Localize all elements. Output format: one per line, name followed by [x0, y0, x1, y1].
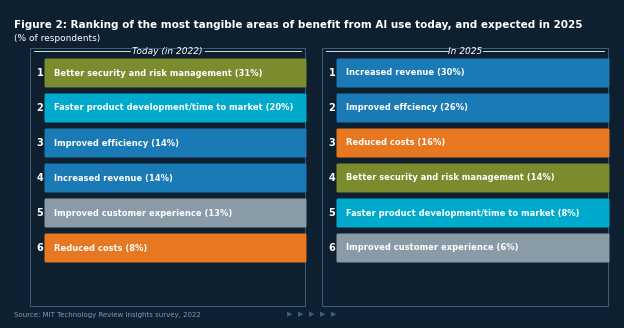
Text: 5: 5 — [329, 208, 335, 218]
Text: (% of respondents): (% of respondents) — [14, 34, 100, 43]
Text: In 2025: In 2025 — [448, 47, 482, 55]
Bar — [30, 48, 305, 306]
FancyBboxPatch shape — [336, 129, 610, 157]
Text: Better security and risk management (31%): Better security and risk management (31%… — [54, 69, 263, 77]
Text: Today (in 2022): Today (in 2022) — [132, 47, 203, 55]
Text: Faster product development/time to market (8%): Faster product development/time to marke… — [346, 209, 580, 217]
Text: 2: 2 — [37, 103, 44, 113]
Text: Improved effciency (26%): Improved effciency (26%) — [346, 104, 468, 113]
Text: Figure 2: Ranking of the most tangible areas of benefit from AI use today, and e: Figure 2: Ranking of the most tangible a… — [14, 20, 582, 30]
Bar — [322, 48, 608, 306]
Text: Improved customer experience (13%): Improved customer experience (13%) — [54, 209, 232, 217]
Text: Reduced costs (8%): Reduced costs (8%) — [54, 243, 147, 253]
Text: ▶: ▶ — [331, 311, 337, 317]
Text: 6: 6 — [329, 243, 335, 253]
FancyBboxPatch shape — [44, 129, 306, 157]
FancyBboxPatch shape — [44, 163, 306, 193]
Text: 5: 5 — [37, 208, 44, 218]
Text: Source: MIT Technology Review Insights survey, 2022: Source: MIT Technology Review Insights s… — [14, 312, 201, 318]
Text: 1: 1 — [329, 68, 335, 78]
FancyBboxPatch shape — [44, 234, 306, 262]
Text: 1: 1 — [37, 68, 44, 78]
Text: 2: 2 — [329, 103, 335, 113]
Text: 4: 4 — [37, 173, 44, 183]
Text: Improved efficiency (14%): Improved efficiency (14%) — [54, 138, 179, 148]
Text: ▶: ▶ — [320, 311, 326, 317]
Text: 3: 3 — [37, 138, 44, 148]
Text: 4: 4 — [329, 173, 335, 183]
Text: ▶: ▶ — [310, 311, 314, 317]
Text: Reduced costs (16%): Reduced costs (16%) — [346, 138, 446, 148]
FancyBboxPatch shape — [336, 58, 610, 88]
FancyBboxPatch shape — [336, 93, 610, 122]
Text: 3: 3 — [329, 138, 335, 148]
Text: Better security and risk management (14%): Better security and risk management (14%… — [346, 174, 555, 182]
Text: Faster product development/time to market (20%): Faster product development/time to marke… — [54, 104, 293, 113]
Text: Improved customer experience (6%): Improved customer experience (6%) — [346, 243, 519, 253]
Text: ▶: ▶ — [287, 311, 293, 317]
Text: Increased revenue (14%): Increased revenue (14%) — [54, 174, 173, 182]
Text: Increased revenue (30%): Increased revenue (30%) — [346, 69, 465, 77]
FancyBboxPatch shape — [44, 93, 306, 122]
FancyBboxPatch shape — [336, 234, 610, 262]
Text: 6: 6 — [37, 243, 44, 253]
FancyBboxPatch shape — [44, 198, 306, 228]
FancyBboxPatch shape — [336, 198, 610, 228]
FancyBboxPatch shape — [44, 58, 306, 88]
FancyBboxPatch shape — [336, 163, 610, 193]
Text: ▶: ▶ — [298, 311, 304, 317]
